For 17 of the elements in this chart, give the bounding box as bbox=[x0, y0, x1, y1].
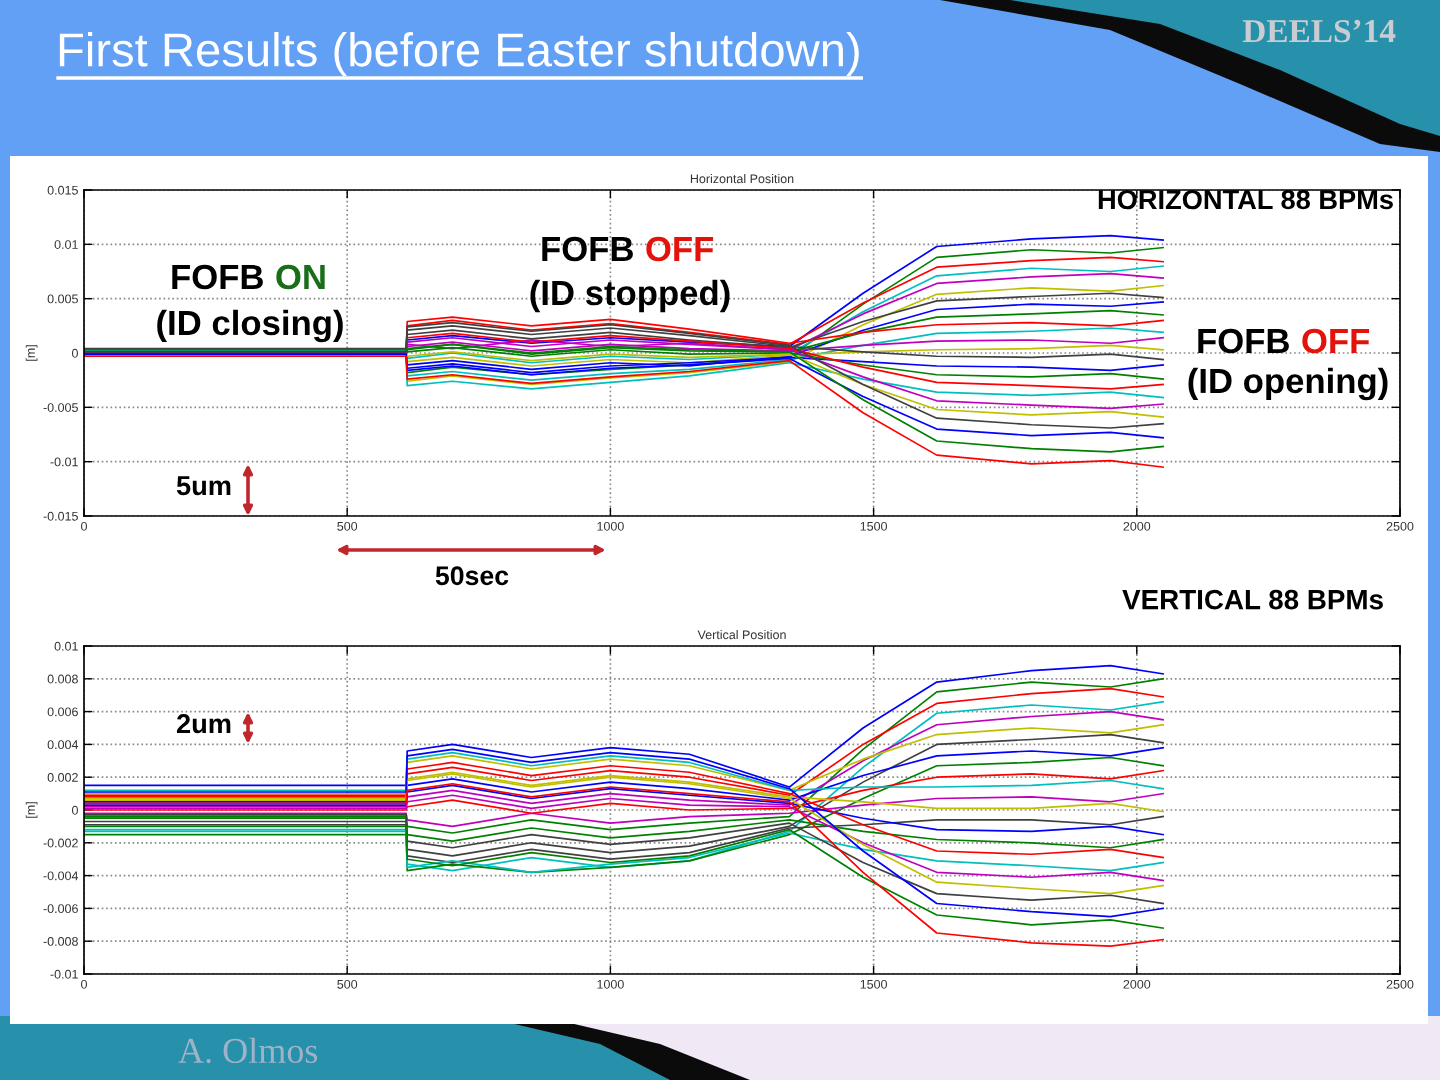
annotation: OFF bbox=[646, 236, 714, 262]
annotation: (ID stopped) bbox=[530, 279, 730, 313]
annotation: ON bbox=[276, 264, 325, 290]
annotation: FOFB bbox=[172, 264, 263, 290]
annotation: (ID opening) bbox=[1188, 367, 1388, 401]
text: 50sec bbox=[435, 566, 509, 586]
text: VERTICAL 88 BPMs bbox=[1122, 589, 1383, 610]
annotation: OFF bbox=[1302, 328, 1370, 354]
annotation: FOFB bbox=[1198, 328, 1289, 354]
text: First Results (before Easter shutdown) bbox=[59, 31, 859, 76]
text: A. Olmos bbox=[178, 1037, 318, 1064]
annotation: 2um bbox=[176, 714, 231, 734]
annotation: FOFB bbox=[542, 236, 633, 262]
annotation: HORIZONTAL 88 BPMs bbox=[1098, 190, 1393, 210]
annotation: (ID closing) bbox=[157, 309, 343, 343]
text: DEELS’14 bbox=[1242, 19, 1396, 43]
annotation: 5um bbox=[176, 476, 231, 496]
